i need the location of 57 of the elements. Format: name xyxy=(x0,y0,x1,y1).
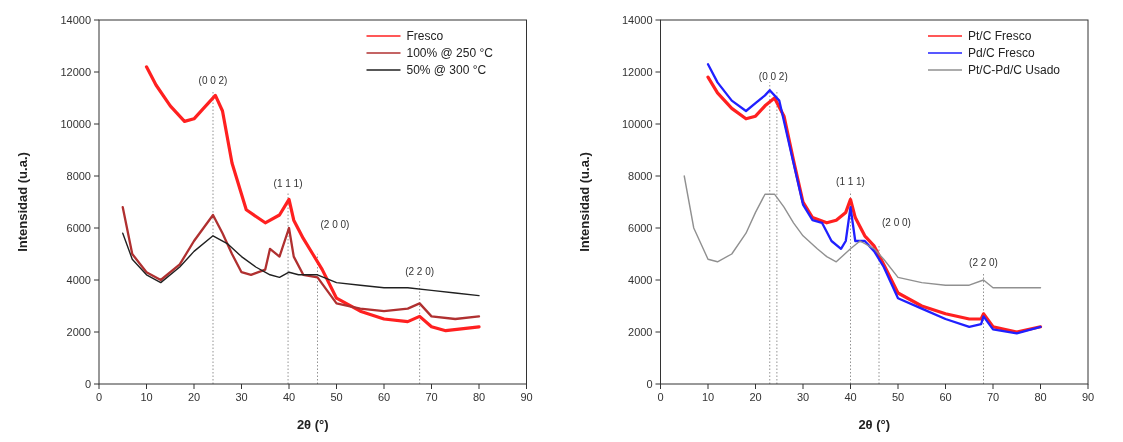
x-tick-label: 40 xyxy=(282,391,296,403)
annotation: (2 0 0) xyxy=(320,219,350,231)
x-tick-label: 60 xyxy=(377,391,391,403)
y-tick-label: 0 xyxy=(646,377,653,390)
x-tick-label: 20 xyxy=(749,391,762,403)
x-tick-label: 20 xyxy=(187,391,201,403)
line-series xyxy=(121,206,481,321)
legend-label: Pd/C Fresco xyxy=(968,46,1036,61)
x-tick-label: 50 xyxy=(330,391,343,403)
x-tick-label: 30 xyxy=(796,391,810,403)
y-axis-title: Intensidad (u.a.) xyxy=(576,152,592,252)
annotation: (2 0 0) xyxy=(882,216,911,228)
y-tick-label: 6000 xyxy=(66,221,91,234)
y-axis-title: Intensidad (u.a.) xyxy=(15,152,30,252)
y-tick-label: 12000 xyxy=(621,65,653,78)
x-tick-label: 80 xyxy=(472,391,486,403)
x-axis-title: 2θ (°) xyxy=(296,417,329,432)
x-tick-label: 50 xyxy=(891,391,905,403)
y-tick-label: 12000 xyxy=(60,65,91,78)
y-tick-label: 2000 xyxy=(628,325,653,338)
x-tick-label: 80 xyxy=(1034,391,1047,403)
x-tick-label: 90 xyxy=(1081,391,1095,403)
x-tick-label: 30 xyxy=(235,391,248,403)
annotation: (1 1 1) xyxy=(273,177,303,189)
x-tick-label: 70 xyxy=(986,391,1000,403)
line-series xyxy=(683,175,1042,289)
legend-label: Pt/C-Pd/C Usado xyxy=(968,63,1061,78)
x-tick-label: 0 xyxy=(95,391,103,403)
y-tick-label: 4000 xyxy=(66,273,91,286)
y-tick-label: 14000 xyxy=(60,13,91,26)
x-tick-label: 10 xyxy=(140,391,153,403)
annotation: (0 0 2) xyxy=(758,71,788,83)
annotation: (2 2 0) xyxy=(969,257,998,268)
y-tick-label: 6000 xyxy=(628,221,653,234)
y-tick-label: 14000 xyxy=(621,13,653,26)
y-tick-label: 8000 xyxy=(66,169,91,182)
annotation: (1 1 1) xyxy=(836,176,865,188)
legend-label: Fresco xyxy=(406,29,444,44)
y-tick-label: 8000 xyxy=(628,169,653,182)
legend-label: 100% @ 250 °C xyxy=(406,46,494,61)
x-tick-label: 40 xyxy=(844,391,857,403)
x-tick-label: 90 xyxy=(520,391,533,403)
legend-label: Pt/C Fresco xyxy=(968,29,1032,44)
y-tick-label: 0 xyxy=(84,377,91,390)
x-axis-title: 2θ (°) xyxy=(858,417,891,432)
x-tick-label: 60 xyxy=(939,391,952,403)
annotation: (2 2 0) xyxy=(405,266,435,278)
y-tick-label: 2000 xyxy=(66,325,91,338)
x-tick-label: 0 xyxy=(657,391,664,403)
legend-label: 50% @ 300 °C xyxy=(406,63,487,78)
x-tick-label: 70 xyxy=(425,391,438,403)
y-tick-label: 10000 xyxy=(621,117,653,130)
y-tick-label: 10000 xyxy=(60,117,91,130)
line-series xyxy=(122,232,480,297)
annotation: (0 0 2) xyxy=(198,75,228,86)
y-tick-label: 4000 xyxy=(628,273,653,286)
x-tick-label: 10 xyxy=(701,391,715,403)
